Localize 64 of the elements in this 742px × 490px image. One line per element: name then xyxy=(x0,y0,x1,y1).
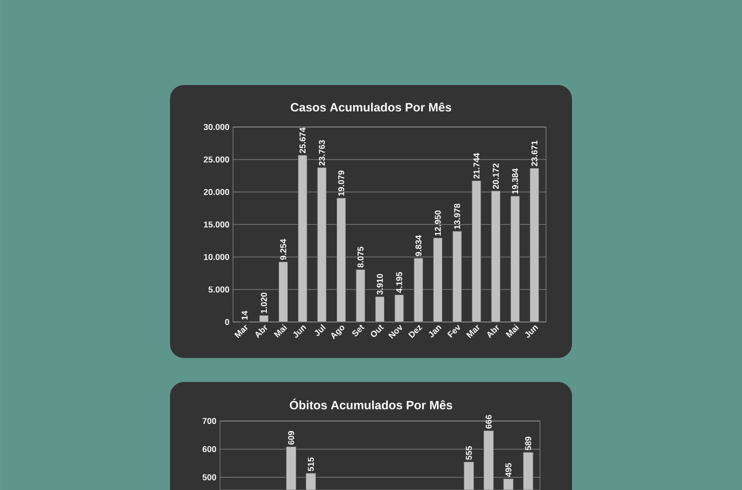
bar xyxy=(375,296,385,322)
data-label: 1.020 xyxy=(260,292,267,314)
y-tick-label: 700 xyxy=(202,418,216,424)
x-tick-label: Jan xyxy=(428,326,442,338)
x-tick-label: Fev xyxy=(447,324,460,338)
y-tick-label: 500 xyxy=(202,474,216,480)
data-label: 9.834 xyxy=(415,235,422,256)
data-label: 4.195 xyxy=(396,272,402,293)
data-label: 25.674 xyxy=(300,127,306,154)
data-label: 3.910 xyxy=(376,274,383,295)
bar xyxy=(356,269,366,322)
x-tick-label: Dez xyxy=(408,325,422,338)
data-label: 19.384 xyxy=(512,168,518,194)
x-tick-label: Abr xyxy=(255,324,268,338)
bar xyxy=(530,168,540,322)
data-label: 589 xyxy=(525,436,532,450)
data-label: 23.671 xyxy=(531,140,538,166)
x-tick-label: Set xyxy=(352,324,365,336)
y-tick-label: 10.000 xyxy=(204,254,230,260)
bar xyxy=(472,180,482,322)
x-tick-label: Abr xyxy=(487,324,500,338)
bar xyxy=(259,315,269,322)
x-tick-label: Mai xyxy=(274,324,288,338)
chart-title: Casos Acumulados Por Mês xyxy=(290,102,452,112)
data-label: 515 xyxy=(308,457,314,472)
y-tick-label: 600 xyxy=(202,446,216,452)
bar xyxy=(317,167,327,322)
x-tick-label: Jul xyxy=(314,324,326,336)
x-tick-label: Mai xyxy=(506,324,520,338)
data-label: 21.744 xyxy=(473,153,480,179)
data-label: 20.172 xyxy=(492,164,499,189)
x-tick-label: Ago xyxy=(331,326,344,340)
bar xyxy=(278,262,288,322)
x-tick-label: Out xyxy=(370,324,384,337)
x-tick-label: Jun xyxy=(293,326,306,338)
data-label: 555 xyxy=(466,446,472,460)
x-tick-label: Mar xyxy=(466,324,480,338)
y-tick-label: 0 xyxy=(225,318,230,325)
y-tick-label: 20.000 xyxy=(204,188,230,195)
bar xyxy=(491,190,500,322)
bar xyxy=(298,154,308,322)
data-label: 12.950 xyxy=(434,210,441,236)
x-tick-label: Mar xyxy=(234,324,248,338)
data-label: 14 xyxy=(242,310,248,320)
data-label: 609 xyxy=(288,431,294,445)
y-tick-label: 30.000 xyxy=(204,124,230,130)
x-tick-label: Jun xyxy=(524,326,538,338)
data-label: 13.978 xyxy=(454,204,460,229)
data-label: 666 xyxy=(486,414,492,429)
chart-title: Óbitos Acumulados Por Mês xyxy=(290,398,452,410)
data-label: 23.763 xyxy=(318,140,325,166)
y-tick-label: 5.000 xyxy=(208,286,230,292)
data-label: 9.254 xyxy=(280,238,286,260)
bar xyxy=(510,196,520,322)
bar xyxy=(394,294,404,322)
data-label: 495 xyxy=(505,463,512,477)
bar xyxy=(452,230,462,322)
y-tick-label: 15.000 xyxy=(204,221,230,228)
bar xyxy=(336,198,346,322)
data-label: 19.079 xyxy=(338,170,344,196)
bar xyxy=(433,238,443,322)
y-tick-label: 25.000 xyxy=(204,156,230,162)
data-label: 8.075 xyxy=(358,246,364,268)
bar xyxy=(414,258,424,322)
